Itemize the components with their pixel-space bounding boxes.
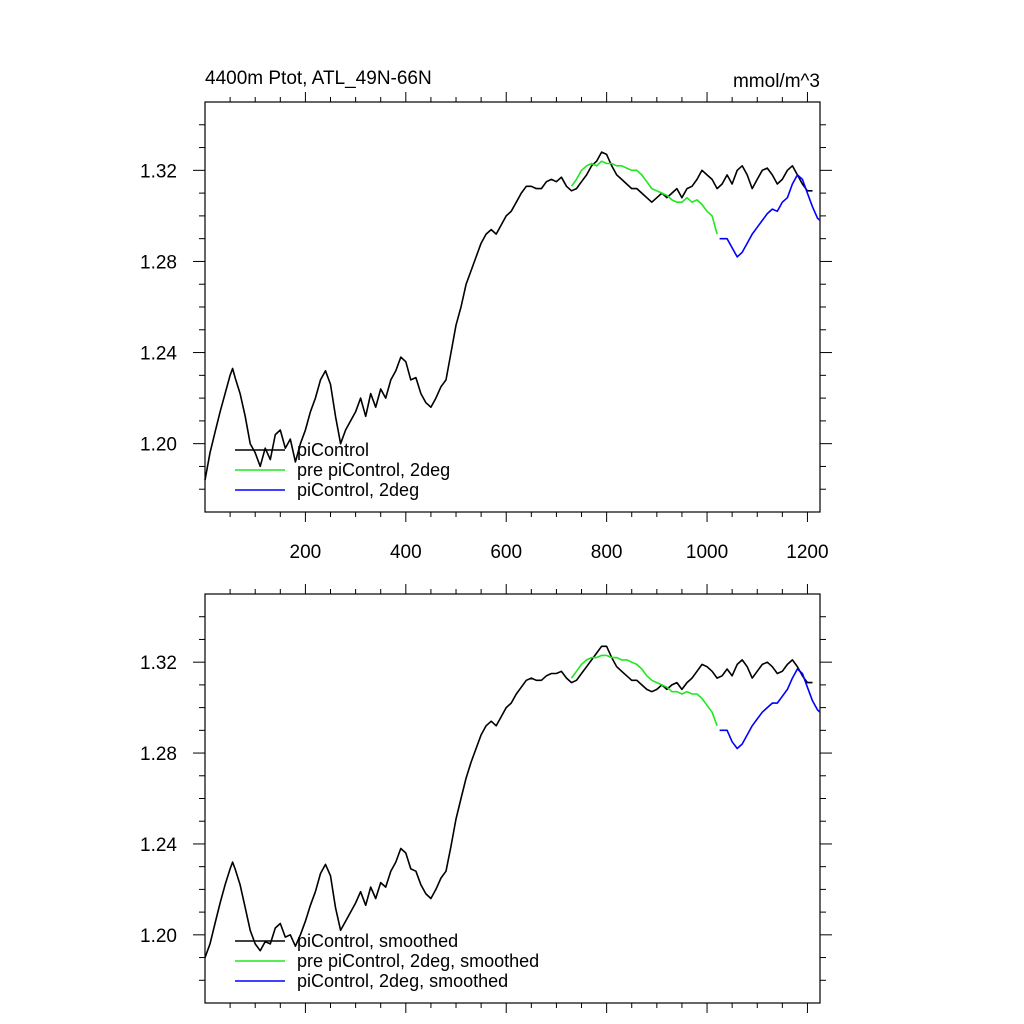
- legend-label: pre piControl, 2deg, smoothed: [297, 951, 539, 971]
- x-tick-label: 1200: [786, 542, 828, 563]
- y-tick-label: 1.32: [140, 161, 177, 182]
- series-line: [570, 160, 718, 235]
- y-tick-label: 1.32: [140, 653, 177, 674]
- top-plot-area: 1.20 1.24 1.28 1.32 200 400 600 800 1000 1200 piCo…: [140, 92, 832, 563]
- series-line: [719, 668, 821, 750]
- x-tick-label: 800: [591, 542, 623, 563]
- x-tick-label: 400: [390, 542, 422, 563]
- y-tick-label: 1.28: [140, 744, 177, 765]
- y-tick-label: 1.20: [140, 926, 177, 947]
- y-tick-label: 1.28: [140, 252, 177, 273]
- units-label: mmol/m^3: [733, 71, 820, 92]
- series-line: [570, 654, 718, 727]
- legend-label: piControl, 2deg: [297, 480, 419, 500]
- chart-title: 4400m Ptot, ATL_49N-66N: [205, 68, 432, 89]
- x-tick-label: 200: [290, 542, 322, 563]
- x-tick-label: 600: [490, 542, 522, 563]
- legend-label: piControl, smoothed: [297, 931, 458, 951]
- legend-label: piControl, 2deg, smoothed: [297, 971, 508, 991]
- x-tick-label: 1000: [686, 542, 728, 563]
- legend-label: pre piControl, 2deg: [297, 460, 450, 480]
- y-tick-label: 1.24: [140, 344, 177, 365]
- legend-label: piControl: [297, 440, 369, 460]
- y-tick-label: 1.20: [140, 435, 177, 456]
- series-line: [204, 151, 813, 481]
- y-tick-label: 1.24: [140, 835, 177, 856]
- top-panel: 4400m Ptot, ATL_49N-66N mmol/m^3 1.201.2…: [140, 68, 832, 563]
- series-line: [204, 645, 813, 958]
- series-line: [719, 174, 821, 258]
